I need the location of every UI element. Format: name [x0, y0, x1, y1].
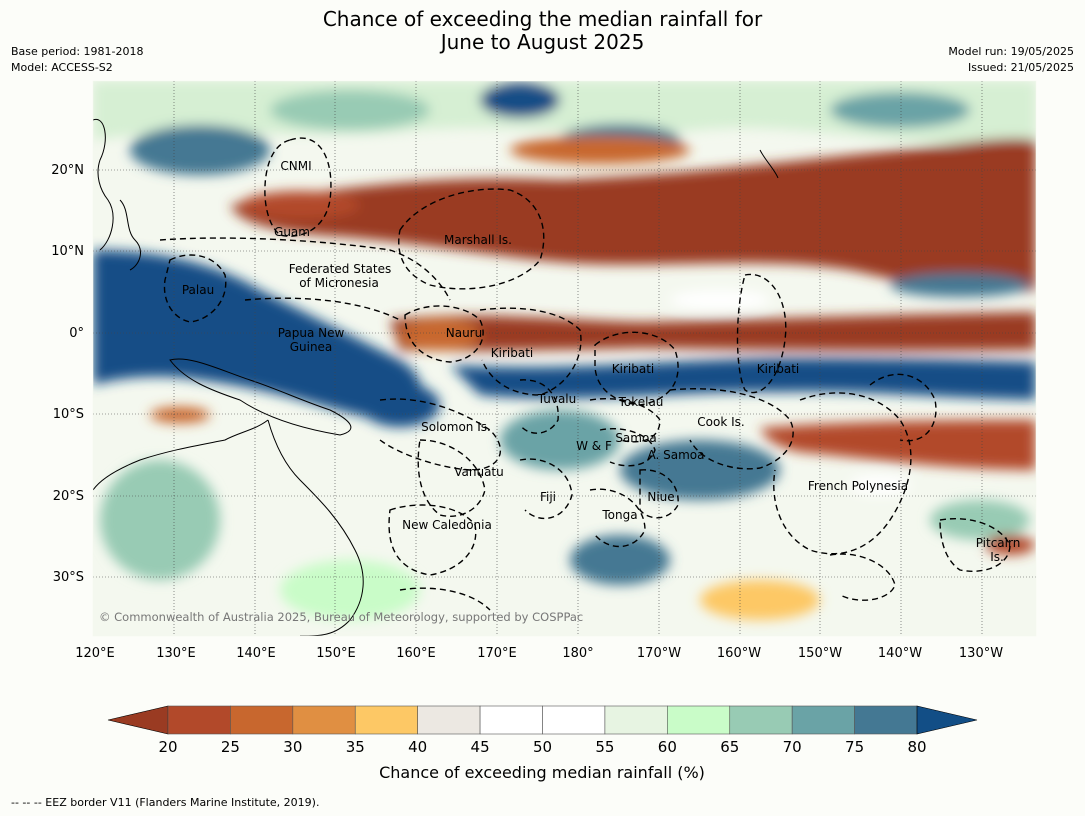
colorbar-segment	[854, 705, 918, 735]
eez-borders	[159, 137, 1011, 611]
lon-label: 170°E	[477, 646, 517, 661]
region-label: Federated States	[289, 262, 391, 276]
region-label: W & F	[576, 439, 612, 453]
lon-label: 130°W	[959, 646, 1003, 661]
model-run: Model run: 19/05/2025	[948, 45, 1074, 58]
meta-right: Model run: 19/05/2025 Issued: 21/05/2025	[948, 44, 1074, 76]
rainfall-map: CNMI Guam Marshall Is. Federated States …	[51, 80, 1037, 782]
region-label: Is.	[990, 550, 1004, 564]
title-line-2: June to August 2025	[440, 30, 645, 54]
base-period: Base period: 1981-2018	[11, 45, 144, 58]
coastlines	[93, 118, 779, 636]
copyright-notice: © Commonwealth of Australia 2025, Bureau…	[99, 610, 583, 624]
colorbar-tick-label: 70	[783, 738, 802, 756]
colorbar-tick-label: 50	[533, 738, 552, 756]
colorbar-tick-label: 45	[471, 738, 490, 756]
colorbar-segment	[167, 705, 231, 735]
lat-label: 0°	[69, 326, 84, 341]
colorbar-segment	[230, 705, 294, 735]
colorbar-segment	[292, 705, 356, 735]
lon-label: 180°	[562, 646, 593, 661]
lat-label: 30°S	[53, 570, 84, 585]
colorbar-segment	[729, 705, 793, 735]
map-title: Chance of exceeding the median rainfall …	[0, 8, 1085, 54]
map-field	[93, 81, 1036, 636]
region-label: French Polynesia	[808, 479, 908, 493]
region-label: Tonga	[601, 508, 637, 522]
colorbar-segment	[542, 705, 606, 735]
lat-label: 10°S	[53, 407, 84, 422]
region-label: Marshall Is.	[444, 233, 512, 247]
colorbar-tick-label: 20	[158, 738, 177, 756]
region-label: Papua New	[278, 326, 345, 340]
lat-label: 20°N	[51, 163, 84, 178]
meta-left: Base period: 1981-2018 Model: ACCESS-S2	[11, 44, 143, 76]
graticule	[93, 81, 1036, 636]
lon-label: 120°E	[75, 646, 115, 661]
region-label: Pitcairn	[976, 536, 1021, 550]
region-label: Niue	[647, 490, 674, 504]
lat-label: 20°S	[53, 489, 84, 504]
colorbar-segment	[667, 705, 731, 735]
longitude-labels: 120°E 130°E 140°E 150°E 160°E 170°E 180°…	[75, 646, 1003, 661]
model-name: Model: ACCESS-S2	[11, 61, 113, 74]
colorbar-tick-label: 35	[346, 738, 365, 756]
colorbar-tick-label: 30	[283, 738, 302, 756]
region-label: Palau	[182, 283, 214, 297]
region-label: Vanuatu	[454, 465, 504, 479]
region-label: Samoa	[615, 431, 656, 445]
lon-label: 150°W	[798, 646, 842, 661]
region-label: of Micronesia	[299, 276, 379, 290]
colorbar-tick-label: 80	[907, 738, 926, 756]
colorbar-extend-high	[916, 705, 978, 735]
lat-label: 10°N	[51, 244, 84, 259]
colorbar-segment	[604, 705, 668, 735]
colorbar: 20 25 30 35 40 45 50 55 60 65 70 75 80 Chance of exc…	[107, 705, 978, 782]
colorbar-segment	[791, 705, 855, 735]
colorbar-tick-label: 55	[595, 738, 614, 756]
region-label: Kiribati	[612, 362, 654, 376]
title-line-1: Chance of exceeding the median rainfall …	[322, 7, 763, 31]
lon-label: 170°W	[637, 646, 681, 661]
colorbar-tick-label: 60	[658, 738, 677, 756]
colorbar-segment	[354, 705, 418, 735]
colorbar-tick-label: 65	[720, 738, 739, 756]
region-label: Kiribati	[491, 346, 533, 360]
lon-label: 140°E	[236, 646, 276, 661]
region-label: Tokelau	[618, 395, 664, 409]
region-label: New Caledonia	[402, 518, 492, 532]
lon-label: 160°W	[717, 646, 761, 661]
region-label: Solomon Is.	[421, 420, 491, 434]
colorbar-tick-label: 75	[845, 738, 864, 756]
lon-label: 160°E	[396, 646, 436, 661]
region-label: Cook Is.	[697, 415, 744, 429]
colorbar-tick-label: 25	[221, 738, 240, 756]
colorbar-tick-label: 40	[408, 738, 427, 756]
lon-label: 140°W	[878, 646, 922, 661]
issued-date: Issued: 21/05/2025	[967, 61, 1074, 74]
colorbar-segment	[479, 705, 543, 735]
region-labels: CNMI Guam Marshall Is. Federated States …	[182, 159, 1020, 564]
region-label: Kiribati	[757, 362, 799, 376]
region-label: Tuvalu	[537, 392, 577, 406]
region-label: Guinea	[290, 340, 333, 354]
region-label: Nauru	[446, 326, 482, 340]
colorbar-title: Chance of exceeding median rainfall (%)	[379, 763, 705, 782]
region-label: CNMI	[280, 159, 311, 173]
colorbar-segment	[417, 705, 481, 735]
region-label: Guam	[274, 225, 310, 239]
eez-legend-note: -- -- -- EEZ border V11 (Flanders Marine…	[11, 796, 320, 809]
region-label: Fiji	[540, 490, 556, 504]
latitude-labels: 20°N 10°N 0° 10°S 20°S 30°S	[51, 163, 84, 585]
region-label: A. Samoa	[648, 448, 705, 462]
lon-label: 130°E	[156, 646, 196, 661]
colorbar-extend-low	[107, 705, 169, 735]
lon-label: 150°E	[316, 646, 356, 661]
